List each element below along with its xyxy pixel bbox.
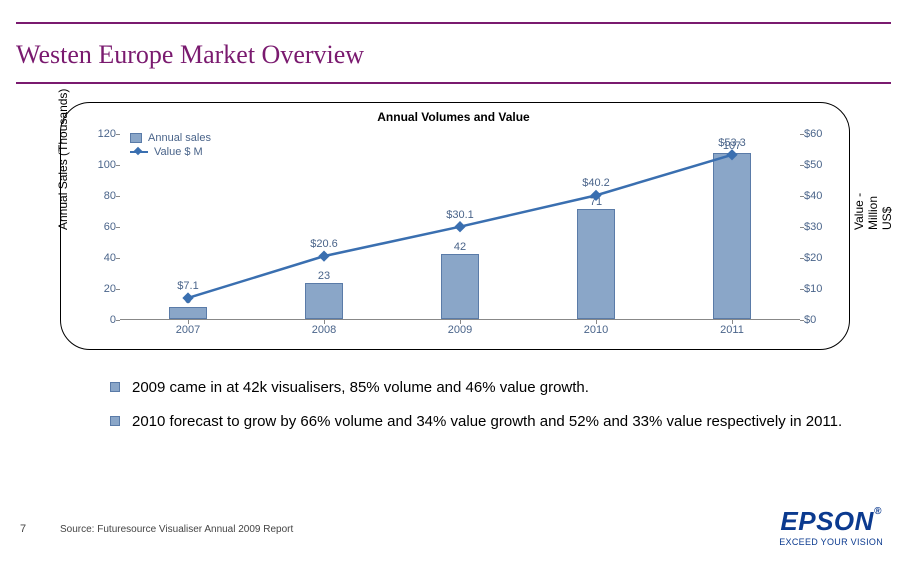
chart-title: Annual Volumes and Value: [0, 110, 907, 124]
x-category: 2007: [176, 324, 200, 336]
x-tickmark: [188, 320, 189, 324]
y-right-tickmark: [800, 320, 804, 321]
title-divider: [16, 82, 891, 84]
line-point-label: $40.2: [582, 177, 610, 189]
x-category: 2010: [584, 324, 608, 336]
x-category: 2009: [448, 324, 472, 336]
line-point-label: $53.3: [718, 137, 746, 149]
y-right-tickmark: [800, 196, 804, 197]
y-right-tick: $10: [804, 283, 834, 295]
y-right-tick: $20: [804, 252, 834, 264]
bullet-text: 2009 came in at 42k visualisers, 85% vol…: [132, 378, 589, 398]
x-tickmark: [460, 320, 461, 324]
bullet-1: 2009 came in at 42k visualisers, 85% vol…: [110, 378, 847, 398]
y-right-tick: $40: [804, 190, 834, 202]
y-right-tick: $0: [804, 314, 834, 326]
logo-tagline: EXCEED YOUR VISION: [779, 537, 883, 547]
x-category: 2011: [720, 324, 744, 336]
y-axis-left-label: Annual Sales (Thousands): [56, 89, 70, 230]
y-left-tick: 100: [92, 159, 116, 171]
line-point-label: $30.1: [446, 209, 474, 221]
y-right-tick: $60: [804, 128, 834, 140]
y-left-tickmark: [116, 320, 120, 321]
bullet-text: 2010 forecast to grow by 66% volume and …: [132, 412, 842, 432]
y-left-tick: 80: [92, 190, 116, 202]
y-right-tickmark: [800, 134, 804, 135]
bullet-2: 2010 forecast to grow by 66% volume and …: [110, 412, 847, 432]
page-title: Westen Europe Market Overview: [16, 40, 364, 70]
x-tickmark: [324, 320, 325, 324]
y-left-tick: 60: [92, 221, 116, 233]
bullet-list: 2009 came in at 42k visualisers, 85% vol…: [110, 378, 847, 445]
top-divider: [16, 22, 891, 24]
y-left-tick: 20: [92, 283, 116, 295]
line-series: [120, 134, 800, 320]
y-left-tick: 40: [92, 252, 116, 264]
y-right-tick: $30: [804, 221, 834, 233]
y-right-tickmark: [800, 258, 804, 259]
y-right-tickmark: [800, 165, 804, 166]
brand-logo: EPSON® EXCEED YOUR VISION: [779, 506, 883, 547]
y-right-tick: $50: [804, 159, 834, 171]
x-tickmark: [596, 320, 597, 324]
page-number: 7: [20, 523, 26, 535]
y-right-tickmark: [800, 289, 804, 290]
y-left-tick: 120: [92, 128, 116, 140]
line-point-label: $7.1: [177, 280, 198, 292]
plot-area: Annual sales Value $ M 020406080100120$0…: [120, 134, 800, 320]
bullet-icon: [110, 416, 120, 426]
y-right-tickmark: [800, 227, 804, 228]
x-tickmark: [732, 320, 733, 324]
logo-text: EPSON®: [779, 506, 883, 537]
y-left-tick: 0: [92, 314, 116, 326]
line-point-label: $20.6: [310, 238, 338, 250]
bullet-icon: [110, 382, 120, 392]
source-text: Source: Futuresource Visualiser Annual 2…: [60, 524, 293, 535]
x-category: 2008: [312, 324, 336, 336]
y-axis-right-label: Value - Million US$: [852, 175, 894, 230]
